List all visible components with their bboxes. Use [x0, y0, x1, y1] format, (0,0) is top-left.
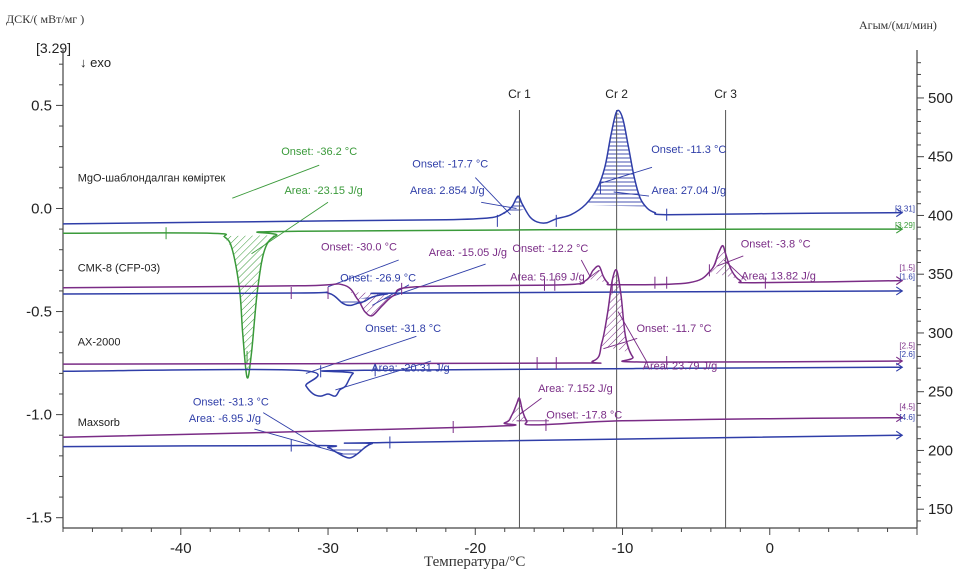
- peak-annotation: Area: -20.31 J/g: [371, 362, 449, 374]
- annotation-leader: [598, 166, 653, 185]
- y2-tick-label: 450: [928, 149, 953, 166]
- y-tick-label: -0.5: [26, 304, 52, 321]
- sample-label: AX-2000: [78, 337, 121, 349]
- peak-annotation: Area: -6.95 J/g: [189, 413, 261, 425]
- segment-label: [4.6]: [899, 413, 915, 422]
- peak-annotation: Onset: -36.2 °C: [281, 146, 357, 158]
- y2-tick-label: 150: [928, 501, 953, 518]
- peak-annotation: Area: -23.15 J/g: [284, 185, 362, 197]
- annotation-leader: [232, 164, 320, 199]
- annotation-leader: [305, 335, 417, 374]
- sample-label: Maxsorb: [78, 417, 120, 429]
- peak-annotation: Area: 7.152 J/g: [538, 383, 613, 395]
- x-tick-label: -40: [170, 540, 192, 557]
- dsc-curve: [62, 109, 903, 225]
- peak-annotation: Onset: -31.8 °C: [365, 323, 441, 335]
- peak-annotation: Onset: -11.3 °C: [651, 144, 726, 156]
- y2-tick-label: 300: [928, 325, 953, 342]
- peak-annotation: Area: 23.79 J/g: [643, 360, 718, 372]
- y2-tick-label: 400: [928, 207, 953, 224]
- reference-line-label: Cr 3: [714, 87, 737, 101]
- segment-label: [2.6]: [899, 350, 915, 359]
- segment-label: [1.6]: [899, 273, 915, 282]
- y-tick-label: 0.0: [31, 200, 52, 217]
- x-tick-label: -10: [612, 540, 634, 557]
- annotation-leader: [335, 360, 432, 391]
- curve-end-arrow: [895, 356, 904, 366]
- peak-area-hatch: [600, 272, 632, 353]
- peak-annotation: Area: 13.82 J/g: [741, 271, 816, 283]
- curve-end-arrow: [895, 208, 904, 218]
- right-axis-title: Агым/(мл/мин): [859, 18, 937, 32]
- peak-annotation: Area: 2.854 J/g: [410, 185, 485, 197]
- annotation-leader: [613, 191, 650, 197]
- peak-annotation: Area: 27.04 J/g: [651, 185, 726, 197]
- dsc-curve: [62, 290, 903, 307]
- peak-annotation: Area: -15.05 J/g: [429, 247, 507, 259]
- dsc-curve: [62, 244, 903, 317]
- segment-label: [2.5]: [899, 342, 915, 351]
- curve-end-arrow: [895, 430, 904, 440]
- x-tick-label: -20: [464, 540, 486, 557]
- annotation-leader: [580, 259, 591, 277]
- segment-label: [4.5]: [899, 402, 915, 411]
- annotation-leader: [327, 259, 399, 288]
- segment-label: [1.5]: [899, 263, 915, 272]
- reference-line-label: Cr 1: [508, 87, 531, 101]
- dsc-curve: [62, 269, 903, 365]
- y2-tick-label: 250: [928, 384, 953, 401]
- annotation-leader: [723, 259, 747, 281]
- peak-annotation: Onset: -11.7 °C: [636, 323, 711, 335]
- segment-label: [3.29]: [895, 221, 915, 230]
- peak-annotation: Onset: -26.9 °C: [340, 273, 416, 285]
- annotation-leader: [254, 428, 343, 455]
- curve-end-arrow: [895, 276, 904, 286]
- annotation-leader: [262, 412, 321, 448]
- sample-label: MgO-шаблондалган көміртек: [78, 173, 226, 185]
- annotation-leader: [251, 201, 329, 255]
- x-axis-title: Температура/°C: [424, 554, 526, 570]
- peak-area-hatch: [495, 196, 526, 216]
- curve-end-arrow: [895, 413, 904, 423]
- peak-annotation: Onset: -30.0 °C: [321, 242, 397, 254]
- y2-tick-label: 500: [928, 90, 953, 107]
- peak-annotation: Onset: -12.2 °C: [512, 243, 588, 255]
- peak-annotation: Onset: -3.8 °C: [741, 239, 811, 251]
- curve-end-arrow: [895, 286, 904, 296]
- peak-annotation: Onset: -17.7 °C: [412, 158, 488, 170]
- annotation-leader: [474, 177, 511, 216]
- y-tick-label: -1.0: [26, 407, 52, 424]
- curve-end-arrow: [895, 362, 904, 372]
- peak-area-hatch: [331, 446, 368, 458]
- x-tick-label: -30: [317, 540, 339, 557]
- annotation-leader: [716, 255, 744, 267]
- annotation-leader: [603, 337, 638, 350]
- dsc-curve: [62, 366, 903, 397]
- top-left-value: [3.29]: [36, 40, 72, 56]
- peak-annotation: Onset: -17.8 °C: [546, 410, 622, 422]
- dsc-curve: [62, 434, 903, 459]
- reference-line-label: Cr 2: [605, 87, 628, 101]
- dsc-curve: [62, 397, 903, 439]
- peak-annotation: Area: 5.169 J/g: [510, 272, 585, 284]
- y-tick-label: 0.5: [31, 97, 52, 114]
- x-tick-label: 0: [766, 540, 774, 557]
- curve-end-arrow: [895, 224, 904, 234]
- sample-label: CMK-8 (CFP-03): [78, 262, 161, 274]
- y-tick-label: -1.5: [26, 510, 52, 527]
- peak-area-hatch: [220, 235, 277, 373]
- left-axis-title: ДСК/( мВт/мг ): [6, 12, 85, 26]
- exo-direction-label: ↓ exo: [80, 55, 112, 70]
- dsc-curve: [62, 228, 903, 379]
- segment-label: [3.31]: [895, 205, 915, 214]
- y2-tick-label: 200: [928, 442, 953, 459]
- y2-tick-label: 350: [928, 266, 953, 283]
- peak-annotation: Onset: -31.3 °C: [193, 396, 269, 408]
